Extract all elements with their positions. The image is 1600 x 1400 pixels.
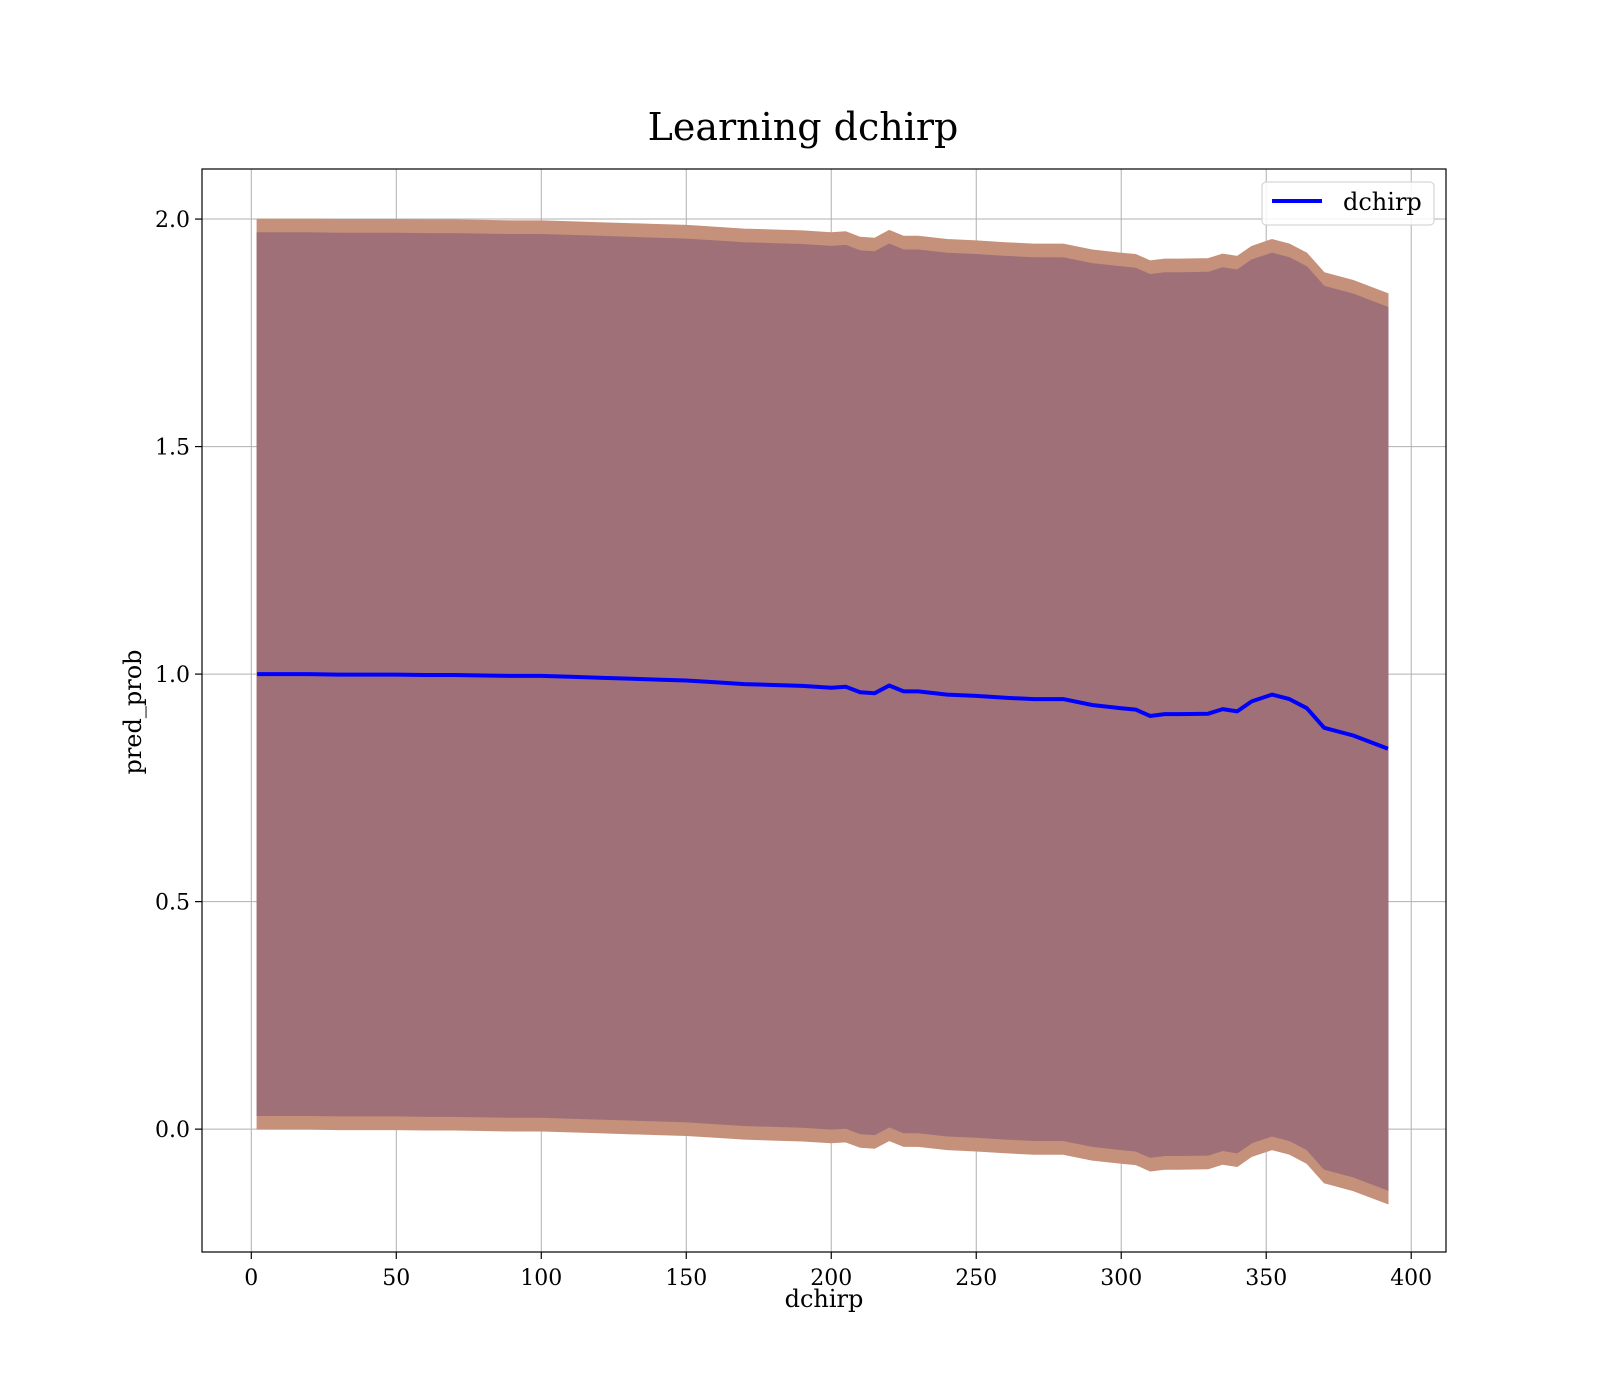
- legend: dchirp: [1261, 181, 1435, 226]
- y-tick-label: 0.0: [155, 1118, 190, 1143]
- y-tick-label: 0.5: [155, 891, 190, 916]
- x-tick-label: 300: [1100, 1266, 1142, 1291]
- x-tick-label: 100: [520, 1266, 562, 1291]
- x-tick-label: 50: [382, 1266, 410, 1291]
- legend-box: [1261, 181, 1435, 226]
- legend-label-dchirp: dchirp: [1343, 188, 1422, 216]
- y-tick-label: 1.0: [155, 663, 190, 688]
- x-tick-label: 200: [810, 1266, 852, 1291]
- series-line-dchirp: [257, 672, 1389, 751]
- y-tick-label: 2.0: [155, 208, 190, 233]
- x-tick-label: 400: [1390, 1266, 1432, 1291]
- axis-ticks: 0 50 100 150 200 250 300 350 400 0.0 0.5 1.0 1.5 2.0: [155, 208, 1432, 1291]
- y-axis-label: pred_prob: [119, 649, 147, 774]
- chart-title: Learning dchirp: [648, 105, 959, 149]
- x-tick-label: 150: [665, 1266, 707, 1291]
- x-tick-label: 350: [1245, 1266, 1287, 1291]
- confidence-bands: [256, 218, 1389, 1205]
- plot-frame: [201, 168, 1447, 1253]
- series-lines: [257, 672, 1389, 751]
- y-tick-label: 1.5: [155, 436, 190, 461]
- band-inner: [256, 232, 1389, 1191]
- x-axis-label: dchirp: [785, 1285, 864, 1313]
- x-tick-label: 0: [244, 1266, 258, 1291]
- x-tick-label: 250: [955, 1266, 997, 1291]
